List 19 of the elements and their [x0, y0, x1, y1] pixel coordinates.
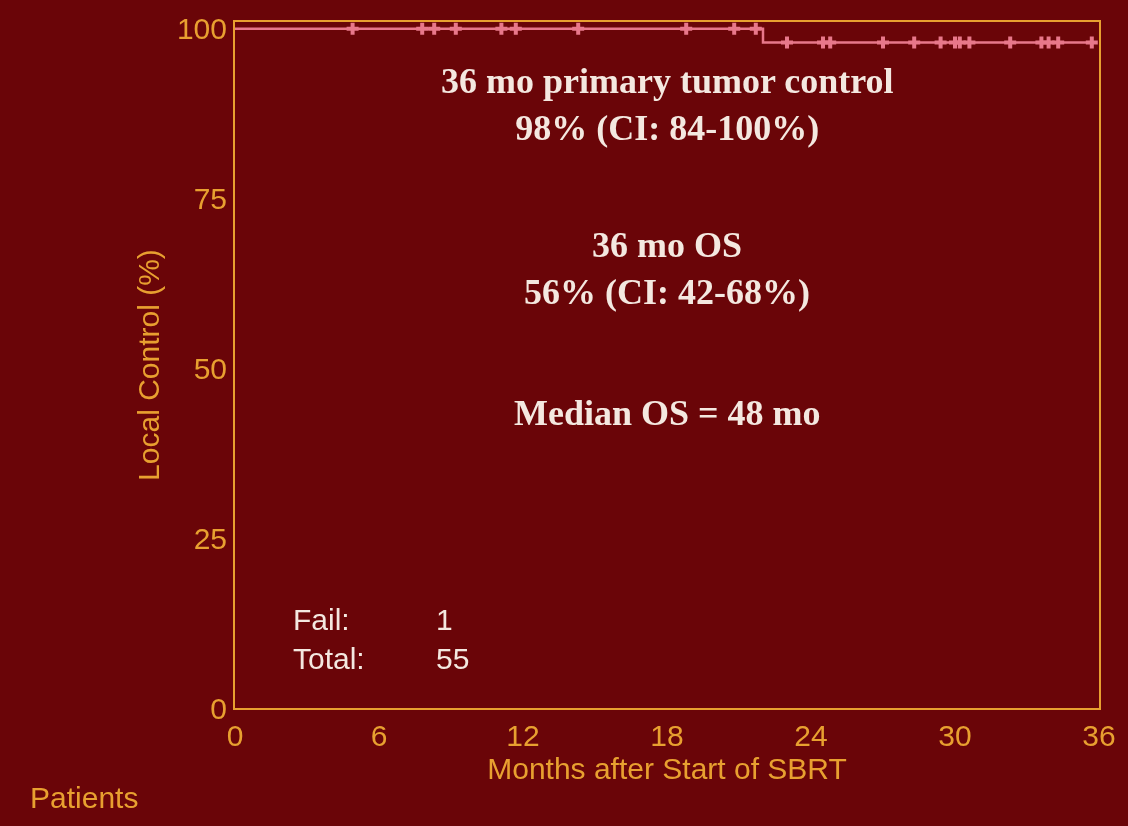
annotation: 36 mo primary tumor control 98% (CI: 84-100%)	[441, 61, 894, 148]
y-tick-label: 25	[193, 521, 227, 555]
x-axis-title: Months after Start of SBRT	[487, 752, 847, 785]
annotation: 36 mo OS 56% (CI: 42-68%)	[524, 225, 810, 312]
y-tick-label: 50	[193, 351, 227, 385]
x-tick-label: 30	[938, 719, 972, 752]
y-tick-label: 75	[193, 182, 227, 216]
x-tick-label: 36	[1082, 719, 1116, 752]
x-tick-label: 18	[650, 719, 684, 752]
x-tick-label: 24	[794, 719, 828, 752]
x-tick-label: 12	[506, 719, 540, 752]
x-tick-label: 6	[370, 719, 388, 752]
text: Patients	[30, 781, 139, 814]
y-tick-label: 0	[210, 691, 227, 725]
annotation: Median OS = 48 mo	[514, 393, 821, 433]
annotation: Fail: Total:	[293, 603, 365, 675]
y-tick-label: 100	[176, 12, 227, 46]
annotation: 1 55	[436, 603, 470, 675]
y-axis-title: Local Control (%)	[132, 249, 166, 481]
